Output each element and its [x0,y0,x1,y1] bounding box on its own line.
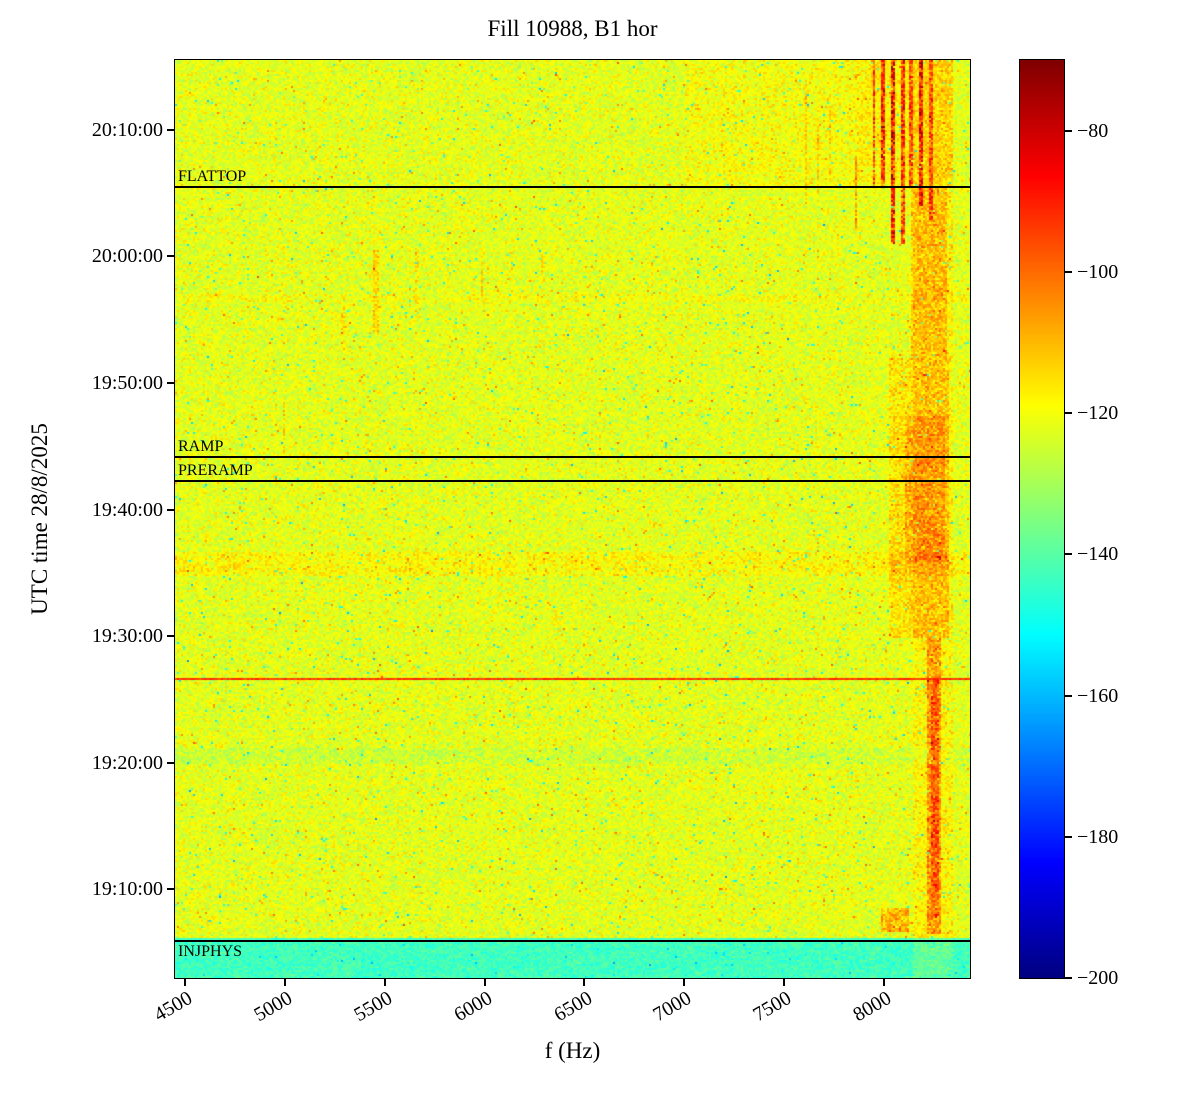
annotation-line-preramp [175,480,970,482]
y-tick-mark [167,761,174,764]
annotation-label-preramp: PRERAMP [178,462,253,480]
x-tick-mark [183,979,186,986]
colorbar-gradient-canvas [1020,60,1064,978]
colorbar-tick-mark [1065,412,1072,415]
colorbar-tick-mark [1065,977,1072,979]
annotation-line-injphys [175,940,970,943]
y-tick-mark [167,888,174,891]
y-tick-label: 19:30:00 [91,625,163,648]
colorbar-tick-label: −140 [1077,543,1119,566]
colorbar-tick-label: −120 [1077,402,1119,425]
annotation-label-ramp: RAMP [178,437,224,455]
annotation-label-injphys: INJPHYS [178,943,243,961]
x-tick-mark [483,979,486,986]
colorbar-tick-label: −200 [1077,967,1119,989]
y-tick-label: 19:10:00 [91,878,163,901]
colorbar-tick-mark [1065,553,1072,556]
x-tick-label: 6500 [549,987,596,1027]
x-tick-label: 7500 [749,987,796,1027]
chart-title: Fill 10988, B1 hor [487,16,658,41]
colorbar-tick-label: −100 [1077,260,1119,283]
y-tick-mark [167,255,174,258]
y-tick-label: 19:20:00 [91,751,163,774]
y-tick-mark [167,508,174,511]
x-axis-label: f (Hz) [544,1038,601,1063]
x-tick-mark [283,979,286,986]
annotation-overlay: FLATTOP RAMP PRERAMP INJPHYS [175,60,970,978]
x-tick-label: 5500 [350,987,396,1027]
annotation-line-ramp [175,455,970,458]
y-tick-label: 19:40:00 [91,498,163,521]
x-tick-mark [883,979,886,986]
y-tick-mark [167,635,174,638]
annotation-label-flattop: FLATTOP [178,167,247,185]
x-tick-label: 4500 [150,987,196,1027]
x-tick-mark [383,979,386,986]
x-tick-label: 6000 [449,987,496,1027]
colorbar-tick-mark [1065,270,1072,273]
y-tick-label: 19:50:00 [91,371,163,394]
colorbar-tick-label: −80 [1077,119,1109,142]
x-tick-mark [783,979,786,986]
y-tick-label: 20:00:00 [91,245,163,268]
spectrogram-plot: FLATTOP RAMP PRERAMP INJPHYS [174,59,971,979]
colorbar-tick-mark [1065,694,1072,697]
colorbar-tick-label: −180 [1077,825,1119,848]
colorbar-tick-label: −160 [1077,684,1119,707]
x-tick-mark [583,979,586,986]
y-tick-mark [167,381,174,384]
x-tick-mark [683,979,686,986]
colorbar [1019,59,1065,979]
colorbar-tick-mark [1065,835,1072,838]
x-tick-label: 7000 [649,987,696,1027]
x-tick-label: 5000 [250,987,296,1027]
y-tick-label: 20:10:00 [91,118,163,141]
y-tick-mark [167,128,174,131]
colorbar-tick-mark [1065,129,1072,132]
x-tick-label: 8000 [849,987,896,1027]
spectrogram-canvas [175,60,970,978]
annotation-line-flattop [175,185,970,188]
